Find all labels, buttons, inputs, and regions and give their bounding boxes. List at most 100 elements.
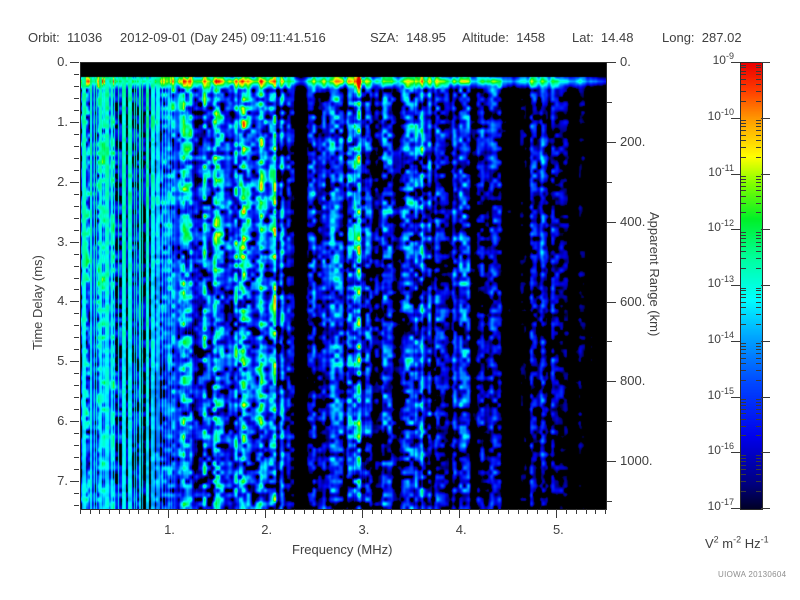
colorbar-minor-tick [756, 358, 761, 359]
colorbar-exponent-5: -14 [720, 330, 734, 340]
x-tick [352, 509, 353, 514]
x-tick [226, 509, 227, 514]
x-tick [245, 509, 246, 514]
colorbar-minor-tick [756, 258, 761, 259]
header-field-4: Lat: 14.48 [572, 30, 633, 45]
colorbar-minor-tick [756, 74, 761, 75]
y-tick-label-2: 2. [57, 173, 68, 189]
x-tick [148, 509, 149, 514]
header-field-0: Orbit: 11036 [28, 30, 102, 45]
header-field-1: 2012-09-01 (Day 245) 09:11:41.516 [120, 30, 326, 45]
y-tick-label-0: 0. [57, 54, 68, 69]
colorbar-minor-tick [741, 212, 746, 213]
colorbar-minor-tick [741, 126, 746, 127]
x-tick [556, 509, 557, 518]
colorbar-minor-tick [756, 474, 761, 475]
colorbar-minor-tick [741, 130, 746, 131]
x-tick [488, 509, 489, 514]
colorbar-minor-tick [741, 120, 746, 121]
x-tick [187, 509, 188, 514]
colorbar-minor-tick [756, 343, 761, 344]
unit-exp-3: -1 [760, 534, 769, 545]
colorbar-minor-tick [741, 182, 746, 183]
y2-tick [607, 421, 612, 422]
colorbar-minor-tick [741, 324, 746, 325]
y-tick [74, 194, 79, 195]
colorbar-minor-tick [756, 84, 761, 85]
colorbar-major-tick [761, 285, 770, 286]
y-tick [74, 206, 79, 207]
colorbar-tick-label-5: 10-14 [686, 330, 734, 347]
colorbar-minor-tick [741, 349, 746, 350]
colorbar-mantissa-4: 10 [707, 276, 721, 290]
colorbar-minor-tick [741, 123, 746, 124]
colorbar-tick-label-7: 10-16 [686, 442, 734, 458]
colorbar-minor-tick [741, 465, 746, 466]
x-tick-label-3: 4. [455, 522, 467, 537]
colorbar-minor-tick [741, 235, 746, 236]
colorbar-minor-tick [741, 474, 746, 475]
y-tick-label-3: 3. [57, 233, 68, 249]
x-tick [605, 509, 606, 514]
colorbar-minor-tick [756, 179, 761, 180]
colorbar-exponent-6: -15 [720, 386, 734, 396]
colorbar-minor-tick [741, 196, 746, 197]
colorbar-tick-label-6: 10-15 [686, 386, 734, 403]
colorbar-major-tick [731, 285, 740, 286]
colorbar-major-tick [761, 397, 770, 398]
radargram-plot-area [80, 62, 607, 510]
y2-tick [607, 142, 616, 143]
colorbar-minor-tick [741, 179, 746, 180]
colorbar-minor-tick [741, 419, 746, 420]
colorbar-minor-tick [741, 140, 746, 141]
x-tick-label-0: 1. [164, 522, 175, 537]
colorbar-minor-tick [741, 458, 746, 459]
header-field-3: Altitude: 1458 [462, 30, 545, 45]
colorbar-minor-tick [741, 413, 746, 414]
colorbar-minor-tick [756, 67, 761, 68]
y-tick [74, 385, 79, 386]
unit-m: m [718, 536, 734, 551]
colorbar-minor-tick [756, 346, 761, 347]
colorbar-minor-tick [741, 370, 746, 371]
colorbar-minor-tick [756, 455, 761, 456]
colorbar-minor-tick [741, 246, 746, 247]
colorbar-minor-tick [741, 314, 746, 315]
colorbar-exponent-2: -11 [721, 163, 734, 173]
colorbar-minor-tick [741, 461, 746, 462]
y2-tick-label-2: 400. [620, 213, 646, 229]
x-tick [255, 509, 256, 514]
colorbar-minor-tick [756, 413, 761, 414]
colorbar-major-tick [731, 174, 740, 175]
colorbar-minor-tick [741, 380, 746, 381]
header-value-4: 14.48 [600, 30, 634, 45]
y2-axis-title: Apparent Range (km) [647, 212, 662, 337]
colorbar-major-tick [761, 62, 770, 63]
colorbar-minor-tick [756, 465, 761, 466]
y-tick [74, 325, 79, 326]
y-tick [74, 170, 79, 171]
y2-tick-label-1: 200. [620, 133, 646, 149]
y-tick [74, 373, 79, 374]
y2-tick [607, 381, 616, 382]
x-tick [284, 509, 285, 514]
x-tick [440, 509, 441, 514]
x-tick-label-4: 5. [552, 522, 564, 537]
colorbar-minor-tick [756, 203, 761, 204]
colorbar-minor-tick [741, 251, 746, 252]
colorbar-minor-tick [756, 461, 761, 462]
x-tick [537, 509, 538, 514]
colorbar-minor-tick [756, 297, 761, 298]
colorbar-mantissa-1: 10 [707, 109, 721, 123]
colorbar-tick-label-1: 10-10 [686, 108, 734, 124]
y-tick [74, 409, 79, 410]
x-tick [304, 509, 305, 514]
y-tick [74, 349, 79, 350]
x-tick [90, 509, 91, 514]
y2-tick [607, 222, 616, 223]
colorbar-minor-tick [756, 65, 761, 66]
y-tick [74, 505, 79, 506]
colorbar-minor-tick [741, 297, 746, 298]
colorbar-minor-tick [741, 343, 746, 344]
